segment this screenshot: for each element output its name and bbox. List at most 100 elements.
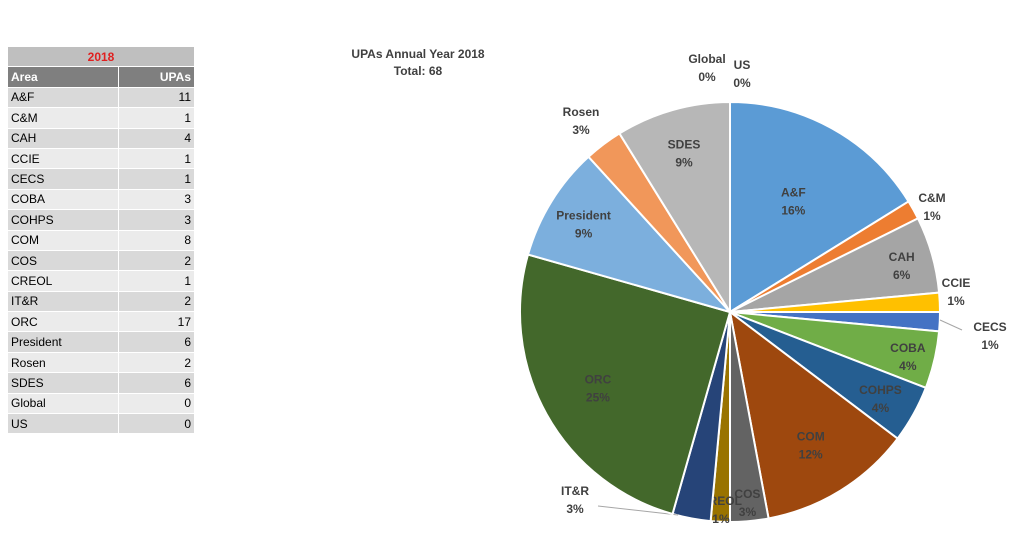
pie-slice-sdes bbox=[618, 100, 731, 316]
area-cell: CCIE bbox=[8, 148, 118, 170]
slice-label-name: CECS bbox=[973, 320, 1006, 334]
slice-label: US 0% bbox=[733, 58, 751, 90]
upas-cell: 3 bbox=[117, 189, 194, 211]
slice-label-name: COHPS bbox=[859, 383, 902, 397]
upas-cell: 11 bbox=[117, 87, 194, 109]
slice-label-percent: 12% bbox=[799, 447, 823, 461]
slice-label-percent: 3% bbox=[566, 502, 584, 516]
upas-cell: 0 bbox=[117, 413, 194, 435]
area-cell: ORC bbox=[8, 311, 118, 333]
upas-cell: 1 bbox=[117, 148, 194, 170]
table-row: CCIE 1 bbox=[8, 148, 194, 170]
area-cell: CAH bbox=[8, 128, 118, 149]
chart-title-block: UPAs Annual Year 2018 Total: 68 bbox=[318, 46, 518, 80]
slice-label-name: COS bbox=[734, 487, 760, 501]
slice-label-percent: 1% bbox=[947, 294, 965, 308]
table-row: CREOL 1 bbox=[8, 270, 194, 292]
slice-label: CECS 1% bbox=[973, 320, 1006, 352]
upas-cell: 1 bbox=[117, 270, 194, 292]
slice-label-percent: 1% bbox=[712, 512, 730, 526]
slice-label-name: Global bbox=[688, 52, 725, 66]
slice-label: CCIE 1% bbox=[942, 276, 971, 308]
area-cell: IT&R bbox=[8, 291, 118, 313]
table-row: COBA 3 bbox=[8, 189, 194, 211]
area-cell: A&F bbox=[8, 87, 118, 109]
upas-cell: 2 bbox=[117, 352, 194, 374]
slice-label-name: US bbox=[734, 58, 751, 72]
slice-label-name: IT&R bbox=[561, 484, 589, 498]
slice-label-percent: 16% bbox=[781, 203, 805, 217]
slice-label-percent: 6% bbox=[893, 268, 911, 282]
slice-label: President 9% bbox=[556, 208, 611, 240]
leader-line bbox=[939, 319, 963, 331]
pie-slice-a-f bbox=[729, 100, 910, 314]
table-body: A&F 11 C&M 1 CAH 4 CCIE 1 CECS 1 COBA 3 COHPS 3 COM 8 CO… bbox=[8, 87, 194, 435]
slice-label-percent: 3% bbox=[572, 123, 590, 137]
chart-subtitle: Total: 68 bbox=[393, 64, 443, 78]
table-year: 2018 bbox=[8, 47, 194, 68]
slice-label-percent: 0% bbox=[733, 76, 751, 90]
upas-cell: 8 bbox=[117, 230, 194, 251]
slice-label-percent: 9% bbox=[675, 155, 693, 169]
area-cell: COS bbox=[8, 250, 118, 272]
upas-cell: 17 bbox=[117, 311, 194, 333]
header-upas: UPAs bbox=[117, 66, 194, 88]
slice-label: IT&R 3% bbox=[561, 484, 589, 516]
area-cell: COHPS bbox=[8, 209, 118, 231]
slice-label-name: COBA bbox=[890, 341, 926, 355]
area-cell: SDES bbox=[8, 372, 118, 394]
slice-label-name: CAH bbox=[889, 250, 915, 264]
slice-label: CAH 6% bbox=[889, 250, 915, 282]
area-cell: COM bbox=[8, 230, 118, 251]
slice-label-percent: 0% bbox=[698, 70, 716, 84]
table-header-row: Area UPAs bbox=[8, 66, 194, 88]
pie-slice-com bbox=[728, 309, 899, 520]
slice-label-name: CCIE bbox=[942, 276, 971, 290]
slice-label-name: President bbox=[556, 208, 611, 222]
table-row: President 6 bbox=[8, 331, 194, 353]
table-row: C&M 1 bbox=[8, 107, 194, 129]
area-cell: CECS bbox=[8, 168, 118, 190]
slice-label-percent: 1% bbox=[923, 209, 941, 223]
upas-cell: 2 bbox=[117, 250, 194, 272]
slice-label: Rosen 3% bbox=[563, 105, 600, 137]
table-row: CAH 4 bbox=[8, 128, 194, 149]
slice-label-percent: 4% bbox=[872, 401, 890, 415]
upas-cell: 3 bbox=[117, 209, 194, 231]
table-row: Rosen 2 bbox=[8, 352, 194, 374]
table-row: Global 0 bbox=[8, 393, 194, 415]
slice-label: A&F 16% bbox=[781, 185, 806, 217]
table-row: COM 8 bbox=[8, 230, 194, 251]
upas-cell: 6 bbox=[117, 372, 194, 394]
pie-slice-president bbox=[526, 155, 734, 314]
chart-title: UPAs Annual Year 2018 bbox=[351, 47, 485, 61]
slice-label-name: Rosen bbox=[563, 105, 600, 119]
slice-label-percent: 4% bbox=[899, 359, 917, 373]
area-cell: COBA bbox=[8, 189, 118, 211]
area-cell: US bbox=[8, 413, 118, 435]
slice-label: COM 12% bbox=[797, 429, 825, 461]
slice-label-name: COM bbox=[797, 429, 825, 443]
table-row: COS 2 bbox=[8, 250, 194, 272]
pie-slice-orc bbox=[519, 253, 732, 516]
upas-cell: 1 bbox=[117, 168, 194, 190]
slice-label-name: SDES bbox=[668, 137, 701, 151]
slice-label-percent: 25% bbox=[586, 391, 610, 405]
area-cell: C&M bbox=[8, 107, 118, 129]
slice-label: ORC 25% bbox=[585, 373, 612, 405]
table-row: SDES 6 bbox=[8, 372, 194, 394]
data-table: 2018 Area UPAs A&F 11 C&M 1 CAH 4 CCIE 1 CECS 1 CO… bbox=[8, 47, 194, 435]
area-cell: Global bbox=[8, 393, 118, 415]
slice-label: COHPS 4% bbox=[859, 383, 902, 415]
slice-label-percent: 9% bbox=[575, 226, 593, 240]
upas-cell: 4 bbox=[117, 128, 194, 149]
slice-label-percent: 3% bbox=[739, 505, 757, 519]
slice-label-name: ORC bbox=[585, 373, 612, 387]
slice-label: COS 3% bbox=[734, 487, 760, 519]
area-cell: Rosen bbox=[8, 352, 118, 374]
slice-label-name: C&M bbox=[918, 191, 945, 205]
table-row: COHPS 3 bbox=[8, 209, 194, 231]
slice-label: SDES 9% bbox=[668, 137, 701, 169]
table-row: CECS 1 bbox=[8, 168, 194, 190]
